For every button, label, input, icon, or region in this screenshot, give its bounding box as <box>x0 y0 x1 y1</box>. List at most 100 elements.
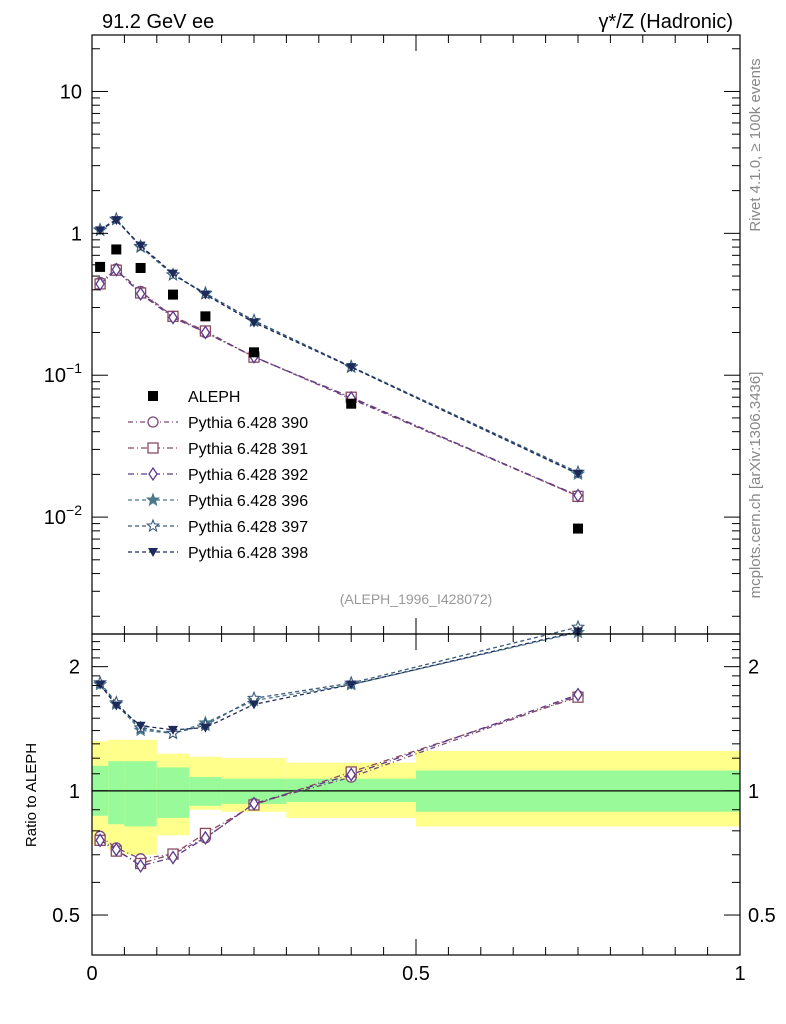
ratio-y-tick-label-right: 0.5 <box>748 905 776 927</box>
data-point <box>249 347 259 358</box>
legend-entry: Pythia 6.428 392 <box>128 466 308 484</box>
series-main <box>92 212 586 481</box>
series-ratio-point <box>200 723 211 733</box>
legend-entry: ALEPH <box>148 389 240 406</box>
series-ratio-line <box>99 694 579 867</box>
legend-marker <box>147 442 159 454</box>
main-y-tick-label: 10−1 <box>44 360 82 387</box>
series-ratio-point <box>135 858 146 874</box>
data-point <box>95 261 106 272</box>
x-tick-label: 0.5 <box>402 963 430 985</box>
inner-band-bin <box>124 761 157 827</box>
series-ratio-line <box>99 626 579 735</box>
legend-label: Pythia 6.428 392 <box>188 467 308 484</box>
series-ratio-point <box>111 701 122 711</box>
legend-marker <box>145 492 161 507</box>
series-line <box>99 219 579 475</box>
ratio-y-tick-label: 0.5 <box>52 905 80 927</box>
data-point <box>111 244 122 255</box>
series-ratio-point <box>168 725 178 735</box>
series-point <box>249 318 259 328</box>
legend-marker <box>148 466 158 482</box>
series-line <box>99 268 579 497</box>
series-ratio-line <box>99 631 579 735</box>
series-ratio-point <box>95 833 105 848</box>
data-point <box>573 523 583 534</box>
legend-entry: Pythia 6.428 390 <box>128 415 308 432</box>
legend-entry: Pythia 6.428 396 <box>128 492 308 510</box>
main-y-tick-label: 1 <box>71 223 82 245</box>
ratio-axis-label: Ratio to ALEPH <box>23 743 40 847</box>
series-ratio-point <box>346 767 356 782</box>
x-tick-label: 0 <box>86 963 97 985</box>
series-ratio-point <box>135 721 146 731</box>
title-right: γ*/Z (Hadronic) <box>599 11 733 33</box>
analysis-tag: (ALEPH_1996_I428072) <box>340 591 493 607</box>
inner-band-bin <box>156 767 190 818</box>
legend-label: Pythia 6.428 397 <box>188 519 308 536</box>
ratio-y-tick-label-right: 1 <box>748 781 759 803</box>
ratio-uncertainty-bands <box>92 739 740 855</box>
data-point <box>200 311 211 322</box>
series-ratio-point <box>249 700 259 710</box>
plot-axes: 10 1 10−1 10−2 2 2 1 1 0.5 0.5 0 0.5 1 <box>44 34 776 985</box>
series-point <box>95 226 106 236</box>
series-point <box>573 488 583 503</box>
legend: ALEPH Pythia 6.428 390 Pythia 6.428 391 Pyt… <box>128 389 308 562</box>
legend-entry: Pythia 6.428 391 <box>128 441 308 458</box>
legend-marker <box>147 416 159 428</box>
series-line <box>99 268 579 497</box>
series-point <box>200 290 211 300</box>
mcplots-credit-label: mcplots.cern.ch [arXiv:1306.3436] <box>747 372 764 599</box>
series-point <box>168 310 178 325</box>
legend-label: ALEPH <box>188 389 240 406</box>
legend-marker <box>148 548 158 557</box>
series-ratio-point <box>111 842 122 857</box>
series-point <box>200 325 211 340</box>
main-y-tick-label: 10 <box>60 81 82 103</box>
series-line <box>99 218 579 473</box>
series-main <box>95 216 583 479</box>
series-point <box>346 363 357 373</box>
data-point <box>168 289 178 300</box>
series-ratio <box>95 627 583 735</box>
series-point <box>573 469 583 479</box>
series-line <box>99 269 579 497</box>
series-ratio-line <box>99 630 579 731</box>
series-line <box>99 218 579 475</box>
legend-marker <box>145 518 161 533</box>
series-point <box>111 262 122 277</box>
series-point <box>135 241 146 251</box>
series-ratio-point <box>168 850 178 865</box>
ratio-y-tick-label-right: 2 <box>748 657 759 679</box>
series-ratio <box>95 687 583 874</box>
legend-label: Pythia 6.428 396 <box>188 493 308 510</box>
rivet-version-label: Rivet 4.1.0, ≥ 100k events <box>747 58 764 231</box>
ratio-y-tick-label: 2 <box>69 657 80 679</box>
series-ratio-point <box>200 830 211 846</box>
series-ratio-point <box>95 680 106 690</box>
series-point <box>135 286 146 301</box>
data-points <box>95 244 583 534</box>
series-ratio-point <box>573 687 583 702</box>
title-left: 91.2 GeV ee <box>102 11 214 33</box>
legend-label: Pythia 6.428 390 <box>188 415 308 432</box>
legend-marker <box>148 391 158 401</box>
data-point <box>135 262 146 273</box>
legend-entry: Pythia 6.428 398 <box>128 545 308 562</box>
main-y-tick-label: 10−2 <box>44 502 82 529</box>
series-main <box>93 211 586 479</box>
series-ratio-point <box>346 680 357 690</box>
series-ratio-point <box>249 796 259 811</box>
ratio-y-tick-label: 1 <box>69 781 80 803</box>
inner-band-bin <box>108 761 125 825</box>
legend-entry: Pythia 6.428 397 <box>128 518 308 536</box>
series-ratio-line <box>99 696 579 865</box>
series-point <box>168 269 178 279</box>
legend-label: Pythia 6.428 398 <box>188 545 308 562</box>
series-point <box>95 276 105 292</box>
data-point <box>346 398 357 409</box>
x-tick-label: 1 <box>734 963 745 985</box>
legend-label: Pythia 6.428 391 <box>188 441 308 458</box>
